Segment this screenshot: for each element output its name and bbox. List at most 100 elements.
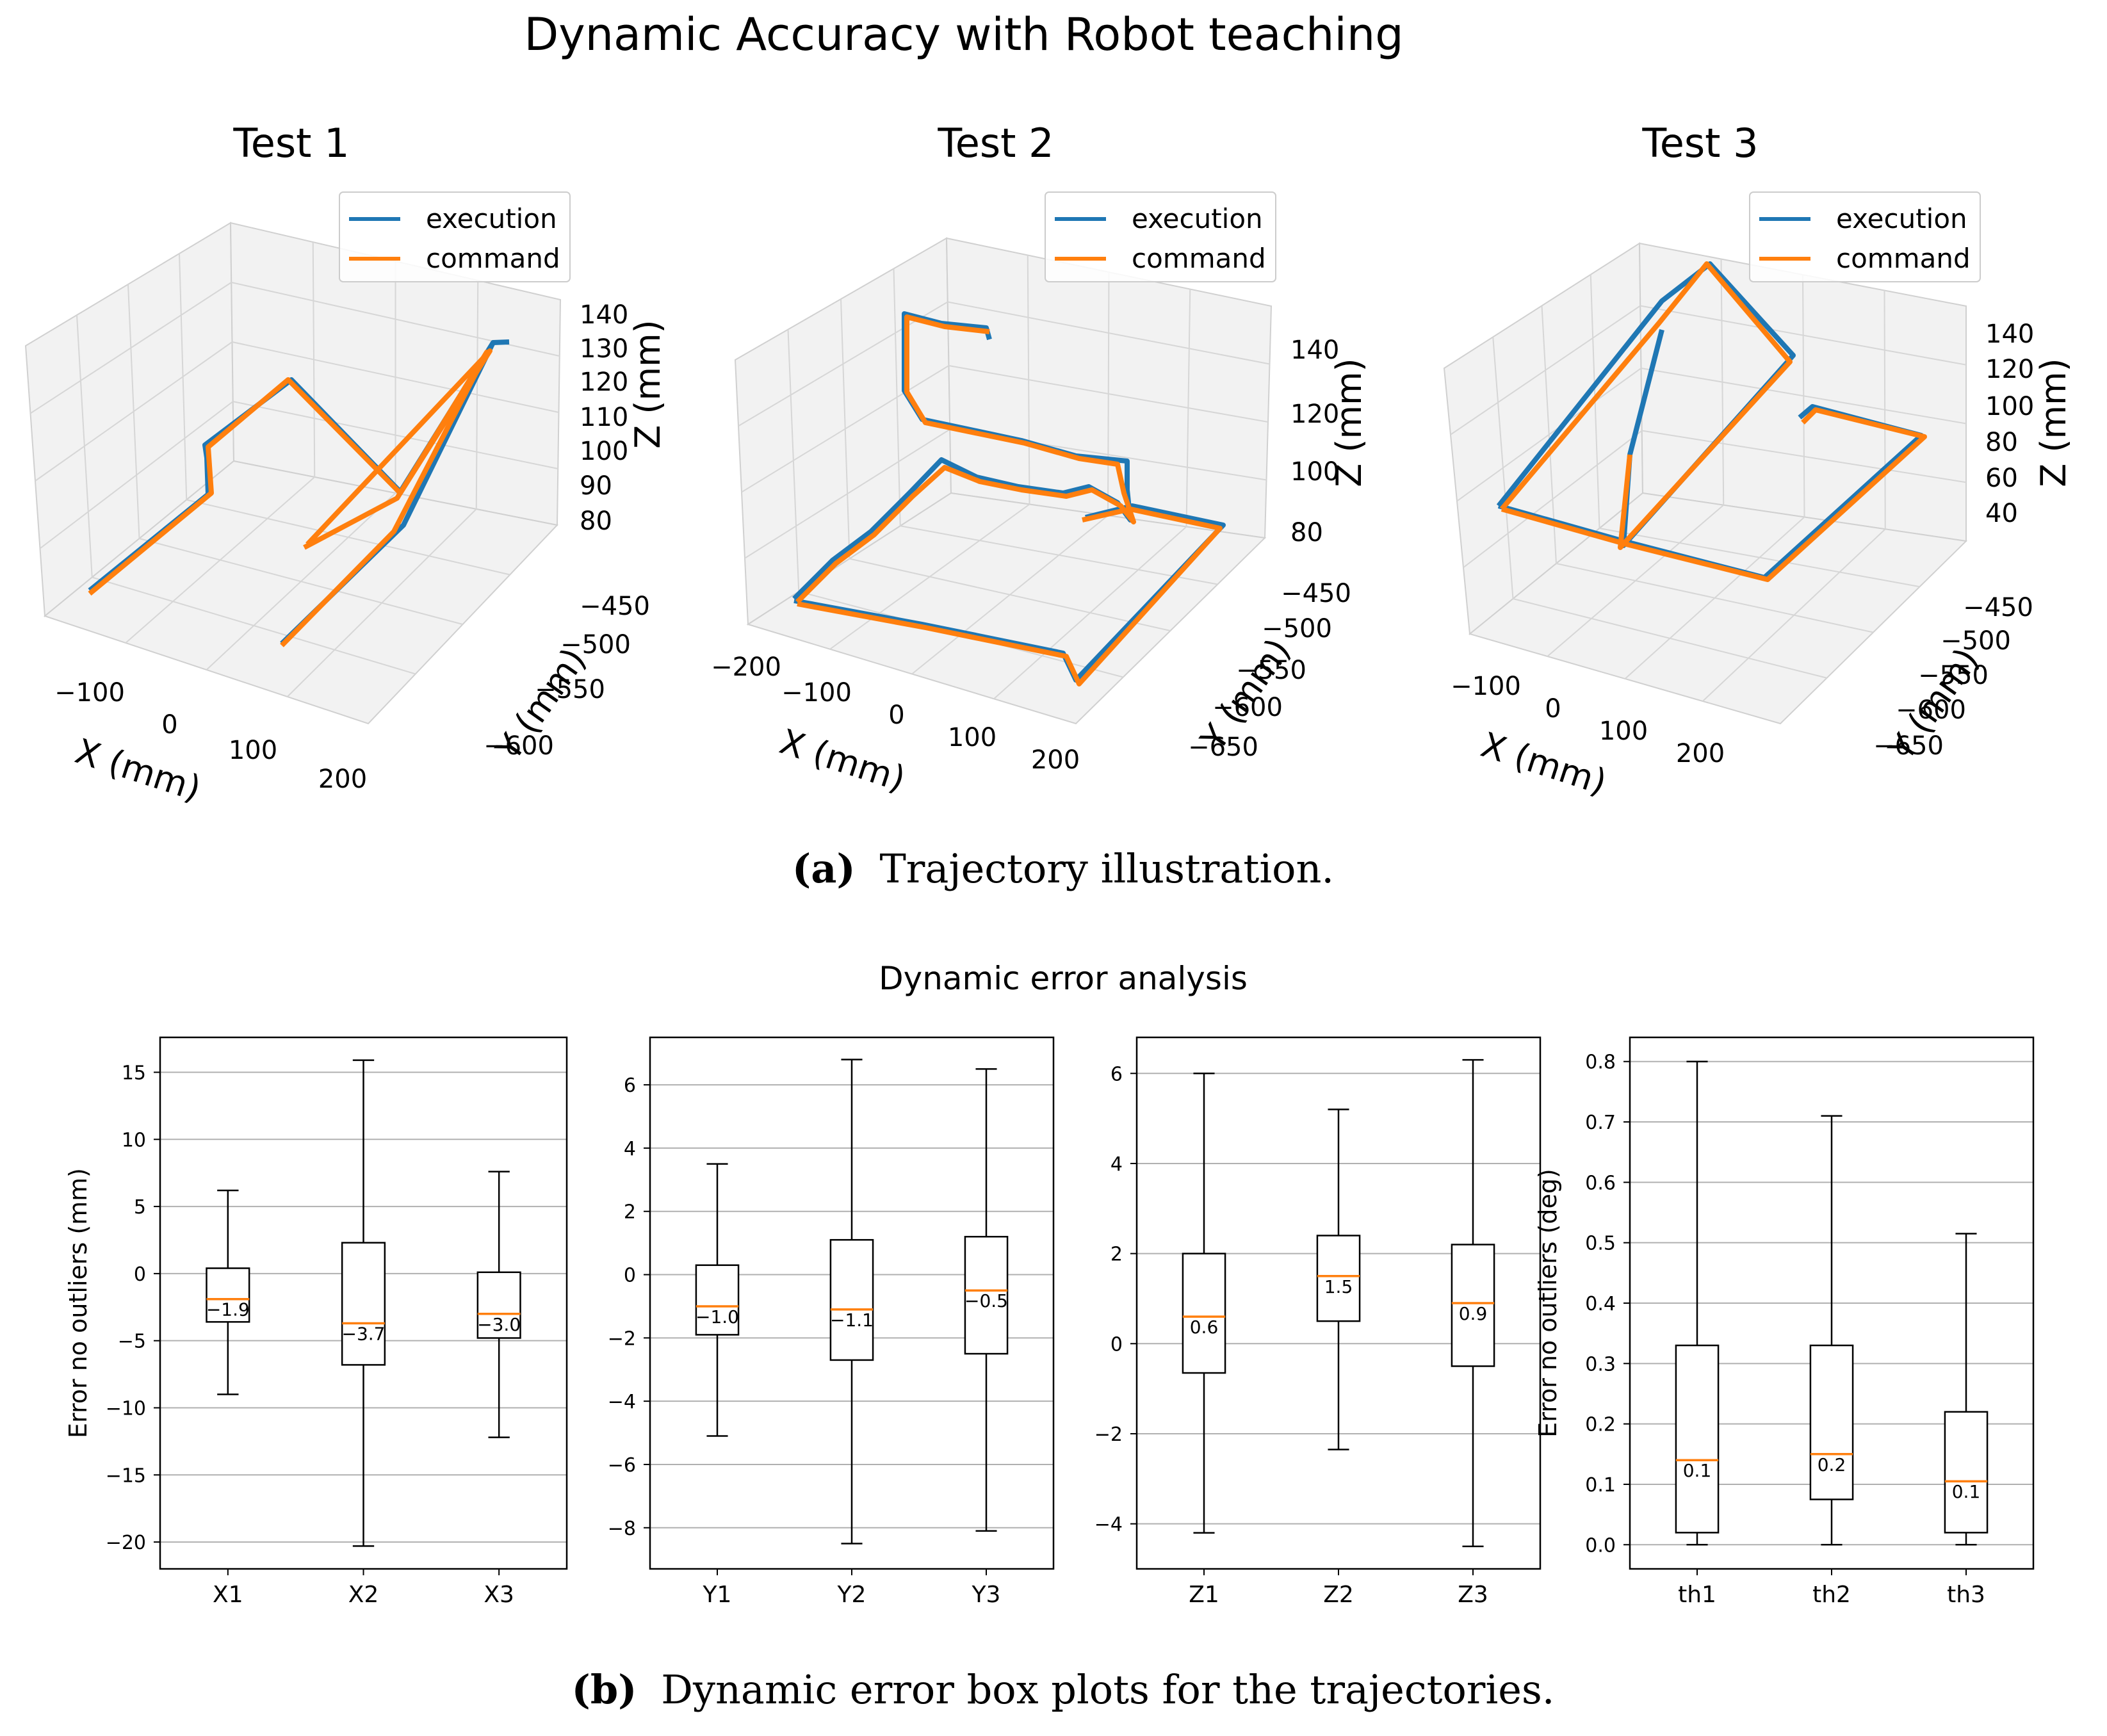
x-axis-label: X (mm) [775, 721, 910, 799]
boxplot-panel-theta: 0.8 0.7 0.6 0.5 0.4 0.3 0.2 0.1 0.0 0.1 th1 0.2 th2 0… [1534, 1036, 2035, 1608]
legend-command-label: command [426, 243, 560, 274]
grid-line [232, 341, 559, 413]
y-tick-label: 0.5 [1585, 1233, 1616, 1255]
x-tick-label: 0 [888, 701, 904, 730]
z-tick-label: 110 [580, 403, 628, 432]
grid-line [993, 526, 1187, 699]
median-annotation: −3.0 [477, 1314, 521, 1335]
x-tick-label: −100 [781, 678, 852, 708]
x-tick-label: th3 [1947, 1582, 1985, 1608]
y-tick-label: −450 [1281, 579, 1351, 608]
grid-line [911, 515, 1109, 675]
y-tick-label: 0.6 [1585, 1172, 1616, 1194]
x-tick-label: 100 [948, 723, 997, 752]
caption-b-label: (b) [572, 1666, 637, 1713]
trajectory-panel-test1: Test 1 −100 0 100 200 −450 −500 −550 −600 140 130 1… [24, 120, 668, 809]
box-iqr [695, 1264, 740, 1336]
grid-line [948, 365, 1269, 423]
grid-line [475, 280, 479, 510]
y-tick-label: −8 [608, 1518, 636, 1540]
x-tick-label: 200 [1031, 745, 1080, 775]
legend-command-label: command [1836, 243, 1971, 274]
boxplot-panel-x: 15 10 5 0 −5 −10 −15 −20 −1.9 X1 −3.7 X2 −3.0 X3 Error… [64, 1036, 568, 1608]
y-tick-label: 0 [134, 1263, 146, 1286]
box-iqr [341, 1242, 386, 1366]
grid-line [287, 508, 477, 697]
y-tick-label: 0.4 [1585, 1293, 1616, 1315]
z-tick-label: 140 [1290, 336, 1339, 365]
boxplot-panel-z: 6 4 2 0 −2 −4 0.6 Z1 1.5 Z2 0.9 Z3 [1094, 1036, 1542, 1608]
x-tick-label: th2 [1812, 1582, 1851, 1608]
y-tick-label: −550 [535, 675, 605, 704]
grid-line [232, 401, 558, 469]
z-tick-label: 140 [1985, 320, 2034, 349]
y-tick-label: 10 [122, 1129, 146, 1151]
y-tick-label: −10 [106, 1397, 146, 1420]
box-iqr [964, 1236, 1009, 1355]
median-annotation: −1.0 [696, 1306, 739, 1327]
x-axis-label: X (mm) [1476, 724, 1611, 802]
median-annotation: 0.2 [1818, 1454, 1846, 1475]
median-annotation: 0.1 [1683, 1460, 1712, 1481]
x-tick-label: X1 [213, 1582, 243, 1608]
y-tick-label: −2 [1094, 1424, 1123, 1446]
series-command-line [795, 314, 1136, 604]
x-tick-label: X3 [484, 1582, 514, 1608]
median-annotation: −0.5 [964, 1290, 1008, 1311]
panel-title: Test 3 [1641, 120, 1758, 166]
z-tick-label: 120 [580, 368, 628, 397]
z-tick-label: 60 [1985, 464, 2018, 493]
series-command-line [1501, 407, 1927, 582]
z-tick-label: 90 [580, 471, 612, 501]
y-tick-label: 0 [624, 1265, 636, 1287]
trajectory-panel-test2: Test 2 −200−100 0 100 200 −450 −500 −550 −600 −65… [711, 120, 1369, 799]
series-command-line [1499, 261, 1793, 550]
legend-execution-label: execution [1836, 203, 1967, 234]
panel-title: Test 2 [937, 120, 1054, 166]
figure-title: Dynamic Accuracy with Robot teaching [524, 8, 1403, 61]
grid-line [1185, 289, 1191, 527]
y-tick-label: 0.0 [1585, 1534, 1616, 1557]
z-axis-label: Z (mm) [2033, 358, 2074, 487]
z-tick-label: 130 [580, 334, 628, 364]
z-tick-label: 80 [1290, 518, 1323, 548]
x-tick-label: 200 [1676, 739, 1725, 768]
y-tick-label: −5 [118, 1331, 146, 1353]
x-tick-label: X2 [348, 1582, 379, 1608]
z-tick-label: 120 [1290, 400, 1339, 429]
z-tick-label: 100 [1290, 457, 1339, 487]
grid-line [893, 268, 901, 526]
y-tick-label: −500 [560, 630, 631, 660]
y-tick-label: 0.1 [1585, 1474, 1616, 1497]
x-tick-label: Y2 [837, 1582, 866, 1608]
y-tick-label: −600 [1212, 693, 1283, 722]
axis-pane [1468, 492, 1968, 725]
z-tick-label: 100 [1985, 392, 2034, 421]
y-tick-label: 0.3 [1585, 1353, 1616, 1375]
median-annotation: −3.7 [342, 1323, 386, 1344]
z-tick-label: 80 [580, 507, 612, 536]
y-tick-label: 0 [1110, 1333, 1123, 1356]
x-tick-label: Z1 [1189, 1582, 1219, 1608]
x-tick-label: 100 [229, 736, 277, 765]
median-annotation: 1.5 [1324, 1276, 1353, 1297]
grid-line [39, 401, 234, 549]
x-tick-label: 0 [1545, 694, 1561, 724]
grid-line [744, 428, 950, 559]
legend-command-label: command [1132, 243, 1266, 274]
box-iqr [1182, 1253, 1226, 1374]
series-command-line [88, 348, 492, 596]
grid-line [1456, 368, 1642, 502]
caption-b-text: Dynamic error box plots for the trajecto… [661, 1666, 1554, 1713]
y-tick-label: −4 [1094, 1514, 1123, 1536]
z-tick-label: 140 [580, 300, 628, 330]
z-tick-label: 120 [1985, 355, 2034, 384]
y-tick-label: 6 [1110, 1063, 1123, 1085]
box-iqr [206, 1267, 250, 1323]
box-iqr [1809, 1344, 1854, 1500]
legend-execution-label: execution [426, 203, 557, 234]
y-tick-label: −450 [1963, 593, 2033, 622]
y-tick-label: 4 [624, 1138, 636, 1160]
median-annotation: 0.6 [1190, 1317, 1219, 1338]
